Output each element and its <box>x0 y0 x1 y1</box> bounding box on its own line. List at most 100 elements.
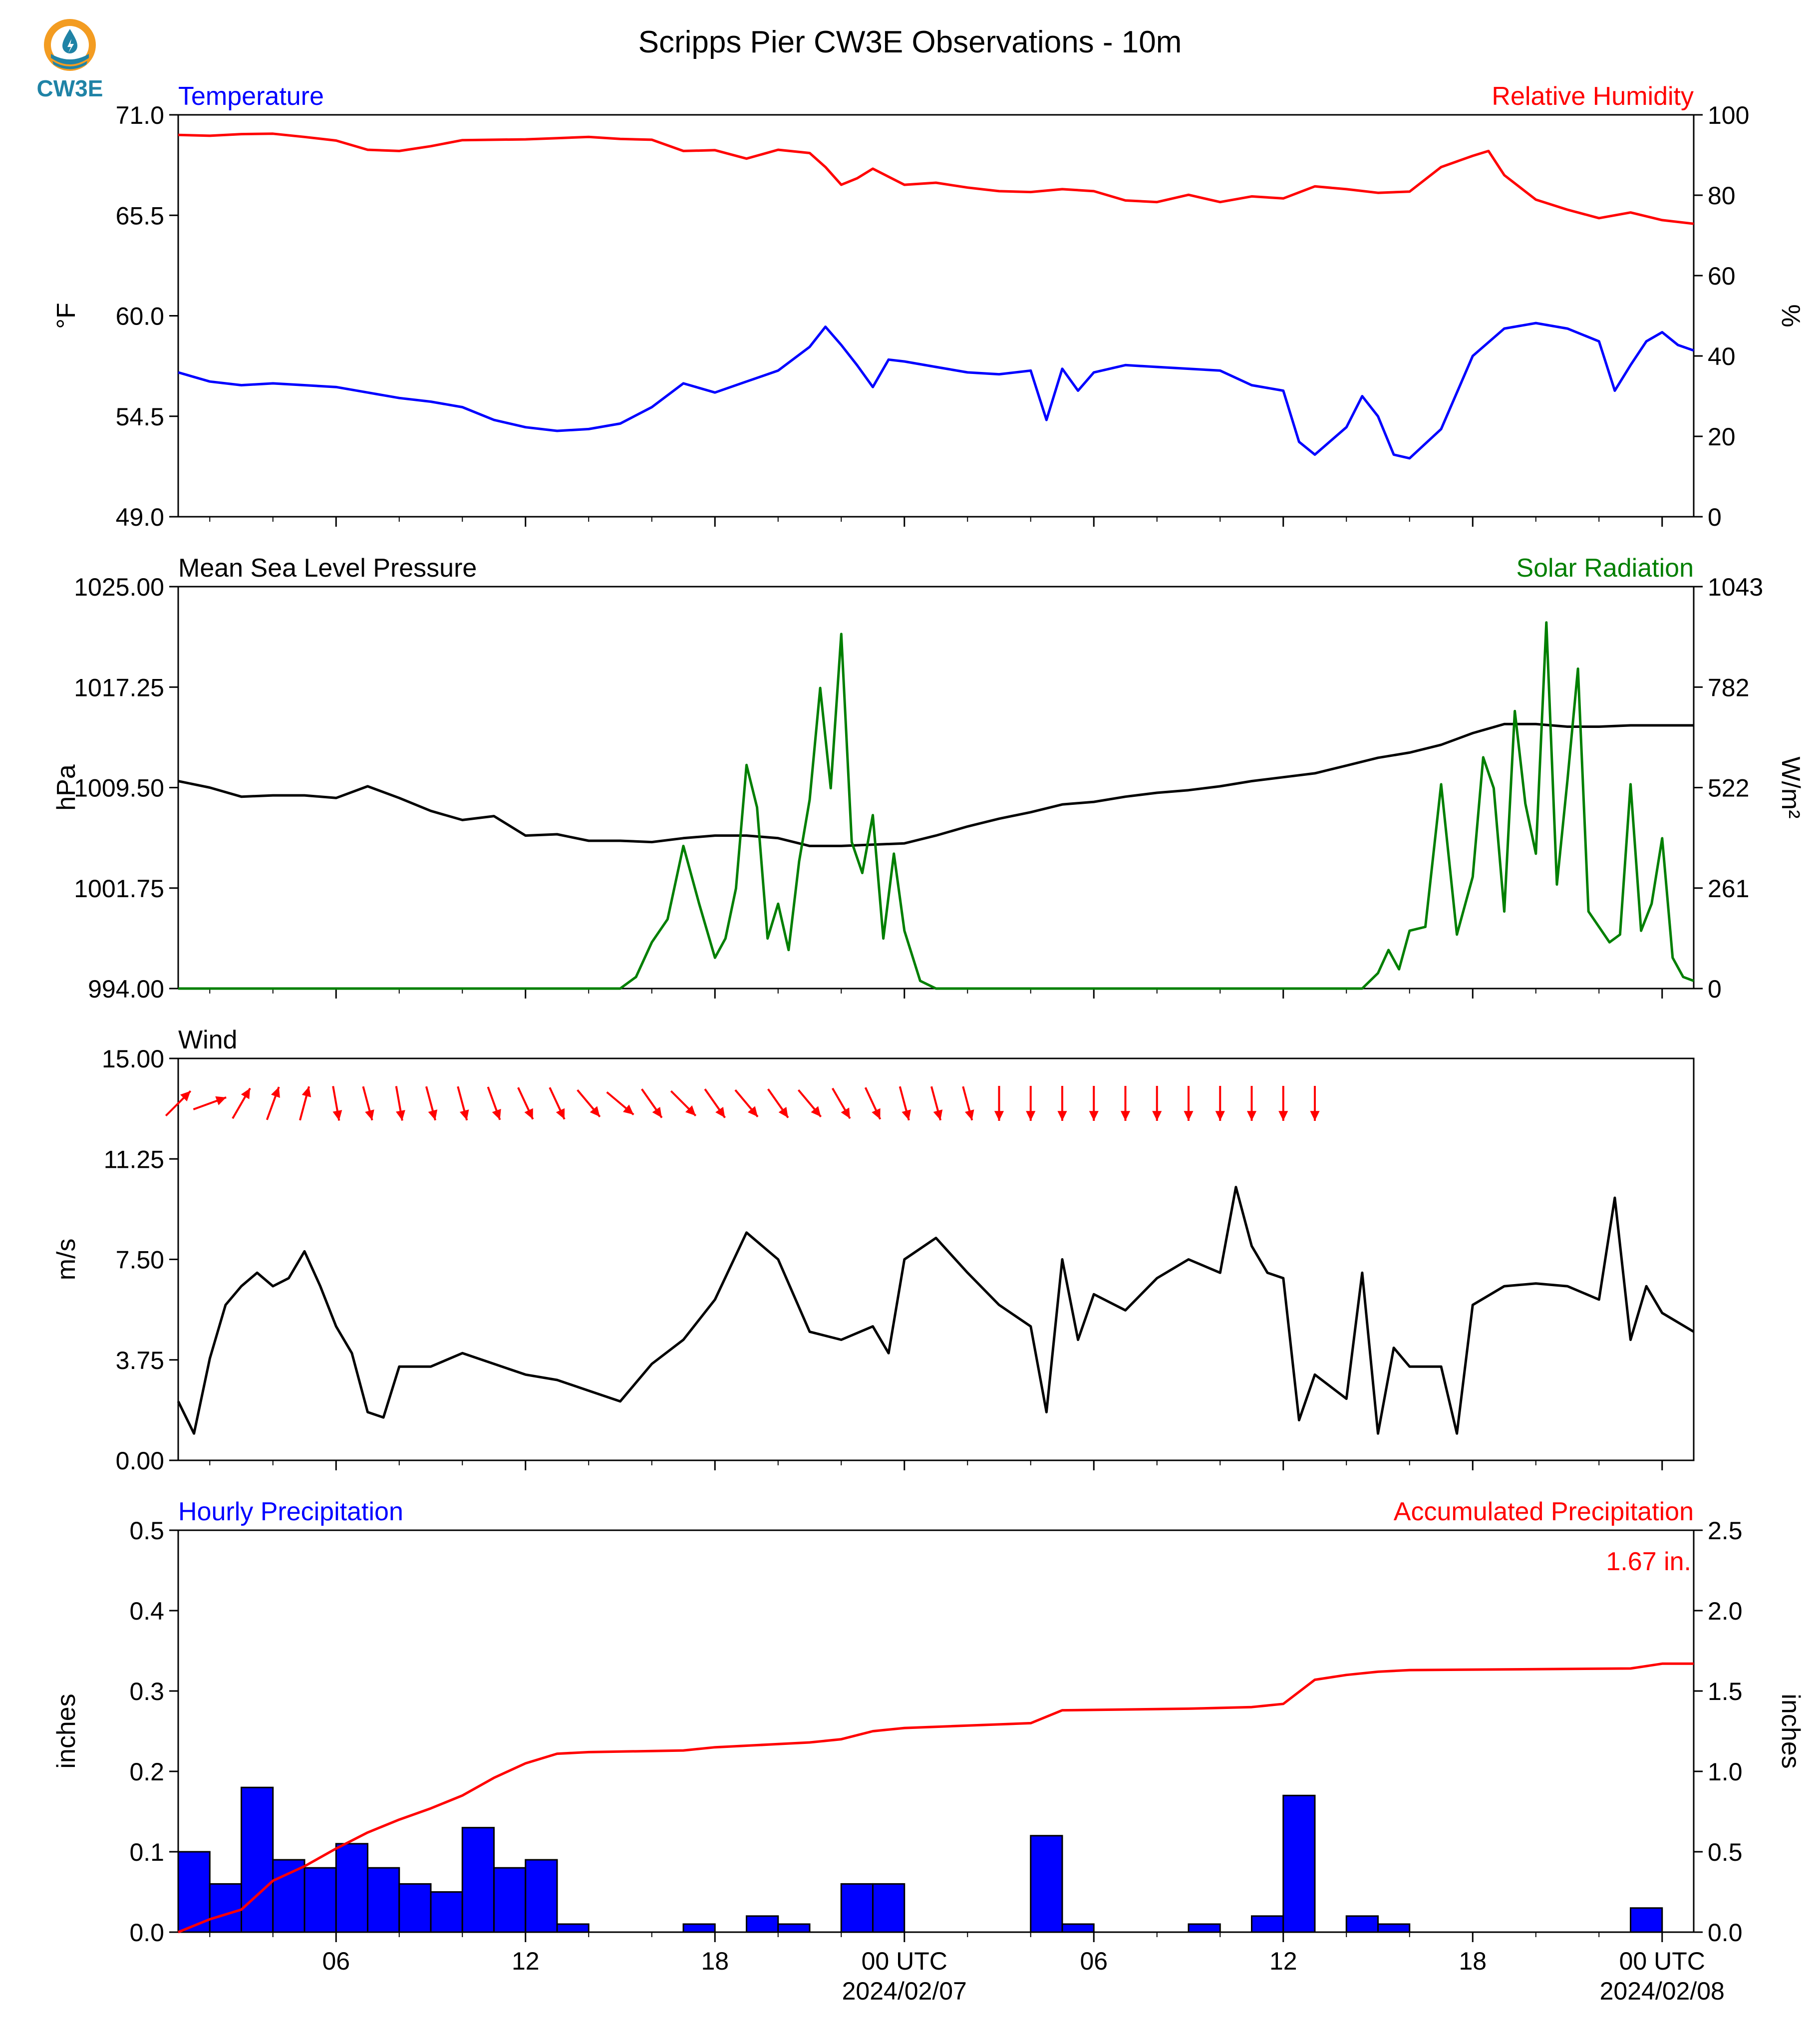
temperature-humidity-right-title: Relative Humidity <box>1492 82 1694 111</box>
wind-direction-arrowhead <box>1278 1111 1288 1121</box>
pressure-solar-ytick-label: 1009.50 <box>74 774 164 802</box>
x-tick-label: 06 <box>1080 1947 1108 1975</box>
wind-series-0 <box>177 1186 1695 1435</box>
hourly-precip-bar <box>177 1851 211 1933</box>
pressure-solar-ytick-label: 1025.00 <box>74 573 164 601</box>
temperature-humidity-ytick-label: 71.0 <box>116 101 164 129</box>
wind-direction-arrowhead <box>180 1091 191 1102</box>
wind-direction-arrowhead <box>332 1110 342 1121</box>
precipitation-ytick-label: 0.3 <box>129 1678 164 1705</box>
temperature-humidity-left-title: Temperature <box>178 82 324 111</box>
wind-direction-arrowhead <box>747 1106 758 1117</box>
wind-direction-arrowhead <box>622 1104 634 1115</box>
hourly-precip-bar <box>1630 1907 1663 1933</box>
wind-left-title: Wind <box>178 1025 237 1054</box>
hourly-precip-bar <box>777 1923 811 1933</box>
x-tick-label: 00 UTC <box>862 1947 947 1975</box>
wind-direction-arrowhead <box>811 1106 821 1117</box>
wind-direction-arrowhead <box>459 1109 469 1120</box>
hourly-precip-bar <box>872 1883 906 1933</box>
wind-direction-arrowhead <box>428 1109 438 1120</box>
wind-direction-arrowhead <box>1246 1111 1257 1121</box>
wind-ylabel: m/s <box>52 1239 81 1281</box>
wind-direction-arrowhead <box>1026 1111 1036 1121</box>
temperature-humidity-ytick-right-label: 0 <box>1708 503 1722 531</box>
temperature-humidity-ytick-label: 54.5 <box>116 403 164 431</box>
precipitation-ytick-label: 0.2 <box>129 1758 164 1786</box>
wind-direction-arrowhead <box>872 1108 881 1119</box>
hourly-precip-bar <box>1251 1915 1284 1933</box>
hourly-precip-bar <box>493 1867 527 1933</box>
wind-direction-arrowhead <box>994 1111 1004 1121</box>
hourly-precip-bar <box>241 1786 274 1933</box>
wind-direction-arrowhead <box>902 1109 911 1120</box>
temperature-humidity-ylabel: °F <box>52 303 81 329</box>
wind-ytick-label: 3.75 <box>116 1347 164 1374</box>
precipitation-ylabel: inches <box>52 1693 81 1768</box>
temperature-humidity-ytick-right-label: 60 <box>1708 262 1736 290</box>
wind-direction-arrowhead <box>1310 1111 1320 1121</box>
hourly-precip-bar <box>682 1923 716 1933</box>
wind-direction-arrowhead <box>933 1109 943 1120</box>
precipitation-ytick-label: 0.5 <box>129 1517 164 1545</box>
pressure-solar-series-1 <box>178 621 1694 990</box>
wind-direction-arrowhead <box>241 1088 250 1099</box>
pressure-solar-ytick-right-label: 522 <box>1708 774 1749 802</box>
wind-direction-arrowhead <box>778 1106 788 1118</box>
temperature-humidity-ylabel-right: % <box>1776 304 1805 327</box>
precipitation-ytick-right-label: 0.5 <box>1708 1838 1743 1866</box>
wind-direction-arrowhead <box>685 1105 696 1116</box>
hourly-precip-bar <box>1188 1923 1221 1933</box>
temperature-humidity-ytick-label: 65.5 <box>116 202 164 230</box>
wind-ytick-label: 15.00 <box>102 1045 164 1073</box>
hourly-precip-bar <box>398 1883 432 1933</box>
wind-direction-arrowhead <box>302 1086 311 1097</box>
precipitation-ytick-label: 0.0 <box>129 1919 164 1947</box>
wind-direction-arrowhead <box>715 1106 725 1118</box>
hourly-precip-bar <box>1345 1915 1379 1933</box>
wind-direction-arrowhead <box>365 1109 374 1120</box>
x-tick-label: 00 UTC <box>1619 1947 1705 1975</box>
x-tick-label: 18 <box>701 1947 729 1975</box>
pressure-solar-ytick-right-label: 261 <box>1708 875 1749 903</box>
hourly-precip-bar <box>556 1923 590 1933</box>
wind-direction-arrowhead <box>1184 1111 1194 1121</box>
temperature-humidity-ytick-right-label: 80 <box>1708 182 1736 210</box>
precipitation-series-1 <box>178 1662 1694 1934</box>
pressure-solar-ytick-right-label: 782 <box>1708 674 1749 701</box>
wind-direction-arrowhead <box>215 1096 227 1105</box>
wind-direction-arrowhead <box>964 1109 974 1120</box>
wind-direction-arrowhead <box>1089 1111 1099 1121</box>
wind-direction-arrowhead <box>1057 1111 1067 1121</box>
wind-direction-arrowhead <box>1120 1111 1131 1121</box>
precipitation-ylabel-right: inches <box>1776 1693 1805 1768</box>
temperature-humidity-series-1 <box>178 132 1694 225</box>
hourly-precip-bar <box>1061 1923 1095 1933</box>
logo-text: CW3E <box>36 75 103 101</box>
temperature-humidity-frame <box>177 114 1695 518</box>
hourly-precip-bar <box>272 1859 305 1933</box>
hourly-precip-bar <box>209 1883 242 1933</box>
precipitation-ytick-right-label: 1.5 <box>1708 1678 1743 1705</box>
wind-ytick-label: 11.25 <box>104 1145 164 1173</box>
pressure-solar-ytick-right-label: 0 <box>1708 975 1722 1003</box>
temperature-humidity-ytick-right-label: 40 <box>1708 342 1736 370</box>
wind-ytick-label: 7.50 <box>116 1246 164 1274</box>
wind-direction-arrowhead <box>1152 1111 1162 1121</box>
pressure-solar-frame <box>177 586 1695 990</box>
wind-direction-arrowhead <box>395 1110 405 1121</box>
chart-title: Scripps Pier CW3E Observations - 10m <box>638 25 1182 59</box>
pressure-solar-ytick-label: 1001.75 <box>74 875 164 903</box>
temperature-humidity-ytick-label: 60.0 <box>116 303 164 331</box>
temperature-humidity-series-0 <box>178 322 1694 460</box>
pressure-solar-ytick-label: 994.00 <box>88 975 164 1003</box>
hourly-precip-bar <box>840 1883 874 1933</box>
hourly-precip-bar <box>430 1891 463 1933</box>
precipitation-ytick-label: 0.1 <box>129 1838 164 1866</box>
pressure-solar-right-title: Solar Radiation <box>1516 554 1694 583</box>
cw3e-logo: CW3E <box>27 15 112 105</box>
wind-direction-arrowhead <box>841 1107 850 1119</box>
wind-direction-arrowhead <box>556 1108 565 1119</box>
